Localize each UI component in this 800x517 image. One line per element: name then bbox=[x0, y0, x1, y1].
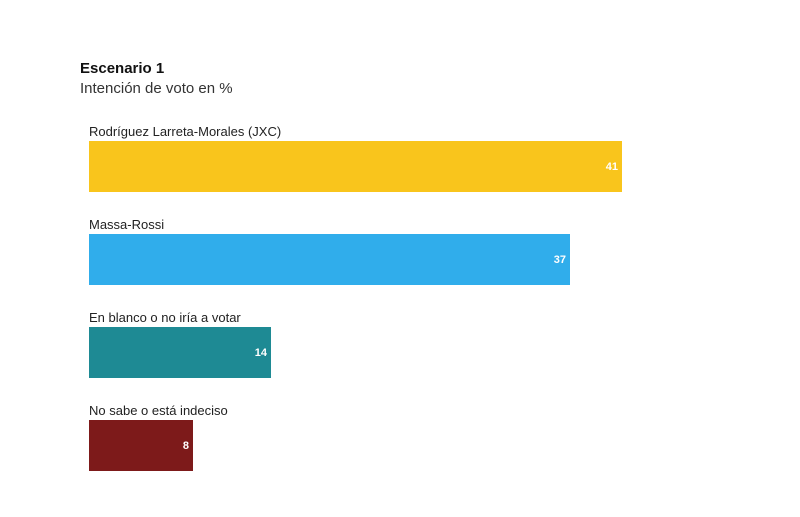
bar-value-label: 14 bbox=[254, 346, 267, 359]
chart-title: Escenario 1 bbox=[80, 60, 165, 77]
bar: 8 bbox=[89, 420, 193, 471]
bar: 37 bbox=[89, 234, 570, 285]
bar-category-label: No sabe o está indeciso bbox=[89, 403, 228, 418]
bar-value-label: 8 bbox=[182, 439, 189, 452]
bar: 14 bbox=[89, 327, 271, 378]
bar: 41 bbox=[89, 141, 622, 192]
chart-subtitle: Intención de voto en % bbox=[80, 80, 233, 97]
bar-category-label: Rodríguez Larreta-Morales (JXC) bbox=[89, 124, 282, 139]
bar-category-label: En blanco o no iría a votar bbox=[89, 310, 241, 325]
bar-value-label: 41 bbox=[605, 160, 618, 173]
bar-value-label: 37 bbox=[553, 253, 566, 266]
bar-category-label: Massa-Rossi bbox=[89, 217, 165, 232]
